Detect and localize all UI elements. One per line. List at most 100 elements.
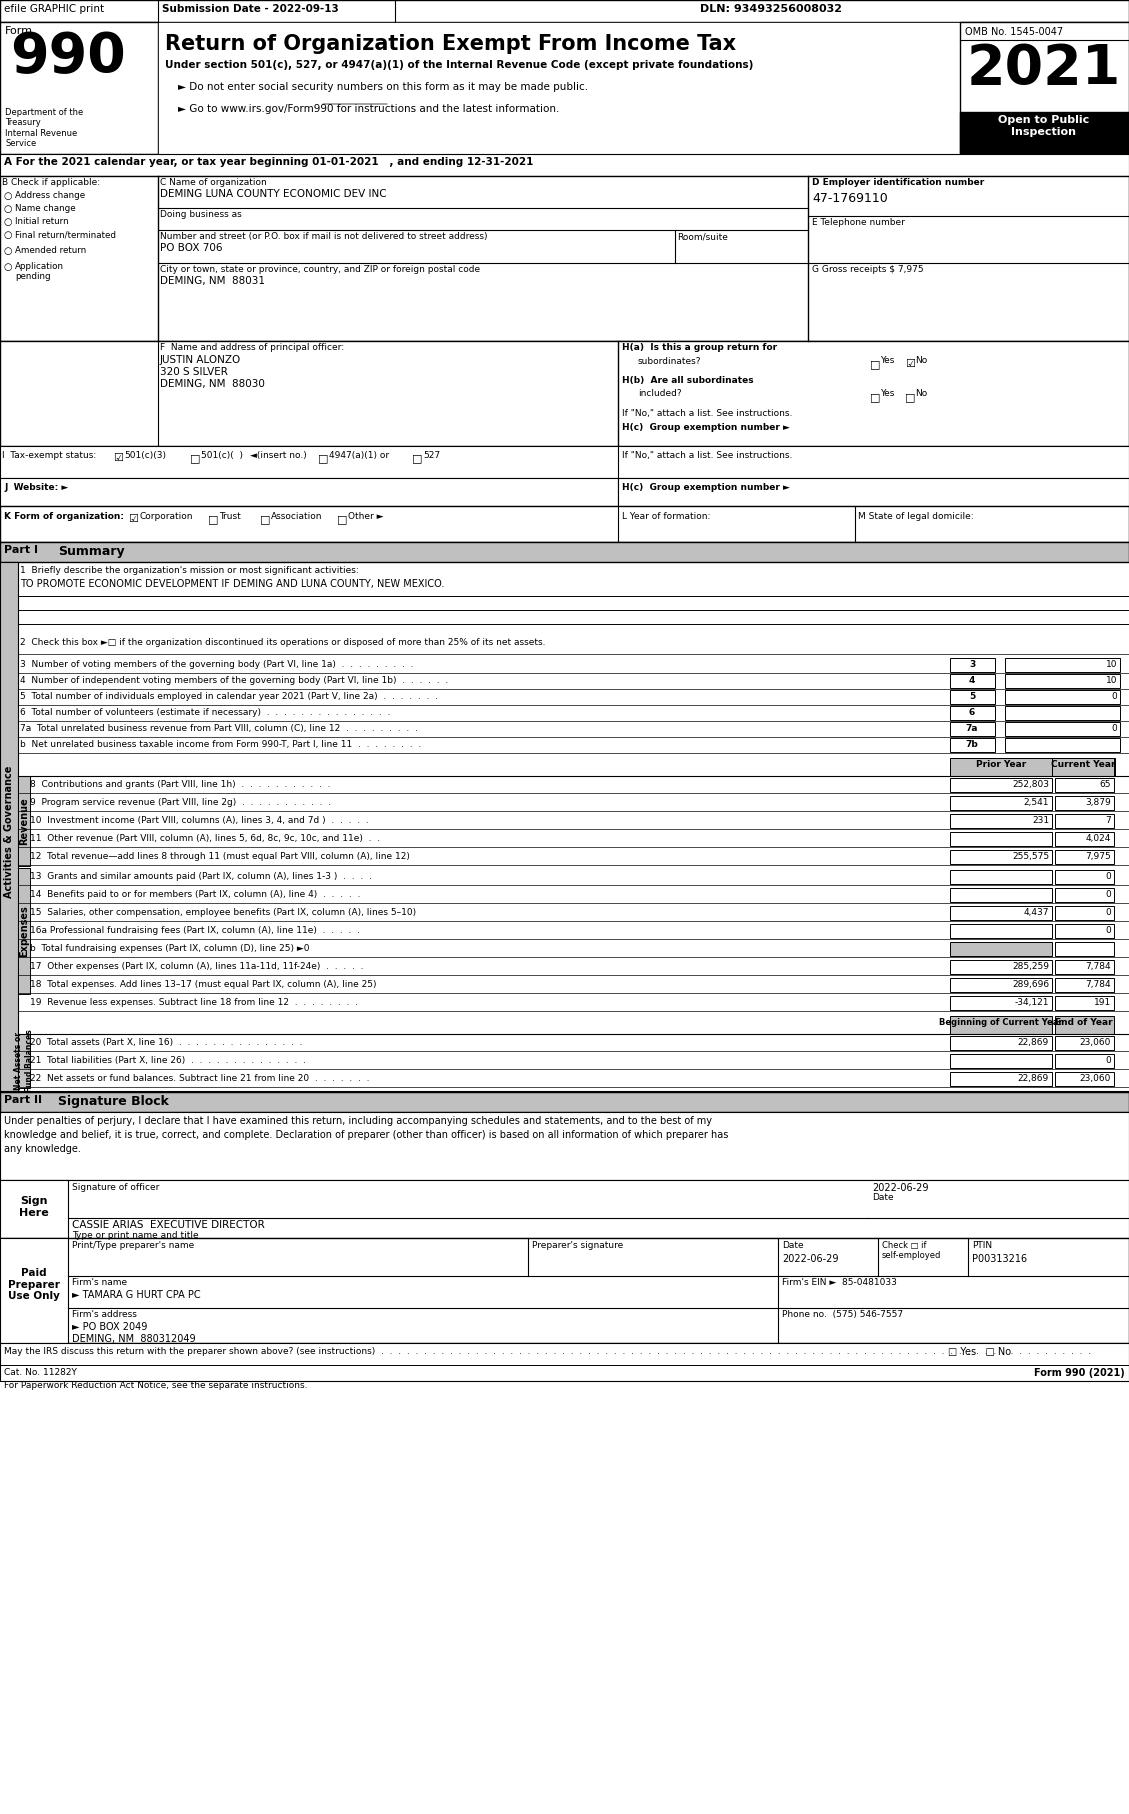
Text: JUSTIN ALONZO: JUSTIN ALONZO [160, 356, 242, 365]
Bar [949, 814, 1052, 827]
Text: 3,879: 3,879 [1085, 798, 1111, 807]
Text: DEMING, NM  880312049: DEMING, NM 880312049 [72, 1333, 195, 1344]
Text: ► Go to www.irs.gov/Form990 for instructions and the latest information.: ► Go to www.irs.gov/Form990 for instruct… [178, 103, 559, 114]
Bar [949, 851, 1052, 863]
Text: 21  Total liabilities (Part X, line 26)  .  .  .  .  .  .  .  .  .  .  .  .  .  : 21 Total liabilities (Part X, line 26) .… [30, 1056, 306, 1065]
Bar [1054, 1036, 1114, 1050]
Bar [0, 1179, 1129, 1237]
Text: 2,541: 2,541 [1024, 798, 1049, 807]
Text: Firm's name: Firm's name [72, 1279, 128, 1286]
Text: ○: ○ [5, 261, 12, 272]
Text: 2022-06-29: 2022-06-29 [782, 1253, 839, 1264]
Bar [949, 706, 995, 720]
Text: Association: Association [271, 512, 323, 521]
Text: Net Assets or
Fund Balances: Net Assets or Fund Balances [15, 1030, 34, 1092]
Bar [0, 22, 158, 154]
Text: G Gross receipts $ 7,975: G Gross receipts $ 7,975 [812, 265, 924, 274]
Text: 252,803: 252,803 [1012, 780, 1049, 789]
Text: 9  Program service revenue (Part VIII, line 2g)  .  .  .  .  .  .  .  .  .  .  .: 9 Program service revenue (Part VIII, li… [30, 798, 331, 807]
Text: 22  Net assets or fund balances. Subtract line 21 from line 20  .  .  .  .  .  .: 22 Net assets or fund balances. Subtract… [30, 1074, 369, 1083]
Text: Type or print name and title: Type or print name and title [72, 1232, 199, 1241]
Text: 13  Grants and similar amounts paid (Part IX, column (A), lines 1-3 )  .  .  .  : 13 Grants and similar amounts paid (Part… [30, 873, 371, 882]
Text: 6  Total number of volunteers (estimate if necessary)  .  .  .  .  .  .  .  .  .: 6 Total number of volunteers (estimate i… [20, 707, 391, 717]
Text: □ Yes   □ No: □ Yes □ No [948, 1348, 1012, 1357]
Text: 8  Contributions and grants (Part VIII, line 1h)  .  .  .  .  .  .  .  .  .  .  : 8 Contributions and grants (Part VIII, l… [30, 780, 331, 789]
Text: End of Year: End of Year [1056, 1018, 1113, 1027]
Bar [0, 154, 1129, 176]
Text: 231: 231 [1032, 816, 1049, 825]
Bar [1054, 905, 1114, 920]
Bar [949, 960, 1052, 974]
Text: □: □ [260, 513, 271, 524]
Text: A For the 2021 calendar year, or tax year beginning 01-01-2021   , and ending 12: A For the 2021 calendar year, or tax yea… [5, 158, 533, 167]
Text: Final return/terminated: Final return/terminated [15, 230, 116, 239]
Text: 501(c)(3): 501(c)(3) [124, 452, 166, 461]
Text: Part II: Part II [5, 1096, 42, 1105]
Text: included?: included? [638, 388, 682, 397]
Text: Department of the
Treasury
Internal Revenue
Service: Department of the Treasury Internal Reve… [5, 109, 84, 149]
Text: Revenue: Revenue [19, 796, 29, 845]
Text: If "No," attach a list. See instructions.: If "No," attach a list. See instructions… [622, 452, 793, 461]
Bar [949, 996, 1052, 1010]
Bar [0, 506, 1129, 542]
Text: Return of Organization Exempt From Income Tax: Return of Organization Exempt From Incom… [165, 34, 736, 54]
Text: Yes: Yes [879, 388, 894, 397]
Text: 12  Total revenue—add lines 8 through 11 (must equal Part VIII, column (A), line: 12 Total revenue—add lines 8 through 11 … [30, 853, 410, 862]
Text: TO PROMOTE ECONOMIC DEVELOPMENT IF DEMING AND LUNA COUNTY, NEW MEXICO.: TO PROMOTE ECONOMIC DEVELOPMENT IF DEMIN… [20, 579, 445, 590]
Bar [18, 776, 30, 865]
Text: 5  Total number of individuals employed in calendar year 2021 (Part V, line 2a) : 5 Total number of individuals employed i… [20, 691, 438, 700]
Text: □: □ [190, 454, 201, 463]
Text: 990: 990 [10, 31, 125, 83]
Text: K Form of organization:: K Form of organization: [5, 512, 124, 521]
Text: 19  Revenue less expenses. Subtract line 18 from line 12  .  .  .  .  .  .  .  .: 19 Revenue less expenses. Subtract line … [30, 998, 358, 1007]
Text: any knowledge.: any knowledge. [5, 1145, 81, 1154]
Text: 2  Check this box ►□ if the organization discontinued its operations or disposed: 2 Check this box ►□ if the organization … [20, 639, 545, 648]
Text: 23,060: 23,060 [1079, 1074, 1111, 1083]
Bar [1054, 923, 1114, 938]
Bar [18, 1034, 30, 1088]
Text: 10: 10 [1105, 660, 1117, 669]
Text: Room/suite: Room/suite [677, 232, 728, 241]
Text: PO BOX 706: PO BOX 706 [160, 243, 222, 252]
Text: Check □ if
self-employed: Check □ if self-employed [882, 1241, 942, 1261]
Text: □: □ [208, 513, 219, 524]
Text: 289,696: 289,696 [1012, 980, 1049, 989]
Bar [1054, 889, 1114, 902]
Text: Date: Date [872, 1194, 894, 1203]
Text: 285,259: 285,259 [1012, 961, 1049, 970]
Bar [0, 0, 1129, 22]
Text: 4: 4 [969, 677, 975, 686]
Text: H(c)  Group exemption number ►: H(c) Group exemption number ► [622, 483, 790, 492]
Bar [18, 869, 30, 994]
Text: efile GRAPHIC print: efile GRAPHIC print [5, 4, 104, 15]
Text: PTIN: PTIN [972, 1241, 992, 1250]
Bar [949, 778, 1052, 793]
Text: Expenses: Expenses [19, 905, 29, 956]
Text: C Name of organization: C Name of organization [160, 178, 266, 187]
Bar [1005, 722, 1120, 736]
Text: 7,975: 7,975 [1085, 853, 1111, 862]
Text: ○: ○ [5, 218, 12, 227]
Text: 1  Briefly describe the organization's mission or most significant activities:: 1 Briefly describe the organization's mi… [20, 566, 359, 575]
Bar [1054, 941, 1114, 956]
Text: 2021: 2021 [966, 42, 1121, 96]
Bar [949, 889, 1052, 902]
Text: 7: 7 [1105, 816, 1111, 825]
Bar [0, 446, 1129, 479]
Bar [158, 22, 960, 154]
Bar [949, 905, 1052, 920]
Text: subordinates?: subordinates? [638, 357, 701, 366]
Bar [949, 722, 995, 736]
Text: H(a)  Is this a group return for: H(a) Is this a group return for [622, 343, 777, 352]
Bar [0, 1179, 68, 1237]
Text: 0: 0 [1105, 1056, 1111, 1065]
Text: Paid
Preparer
Use Only: Paid Preparer Use Only [8, 1268, 60, 1301]
Text: -34,121: -34,121 [1015, 998, 1049, 1007]
Text: Submission Date - 2022-09-13: Submission Date - 2022-09-13 [161, 4, 339, 15]
Text: Address change: Address change [15, 190, 85, 200]
Text: Current Year: Current Year [1051, 760, 1115, 769]
Text: 18  Total expenses. Add lines 13–17 (must equal Part IX, column (A), line 25): 18 Total expenses. Add lines 13–17 (must… [30, 980, 376, 989]
Text: 7,784: 7,784 [1085, 980, 1111, 989]
Text: 10  Investment income (Part VIII, columns (A), lines 3, 4, and 7d )  .  .  .  . : 10 Investment income (Part VIII, columns… [30, 816, 369, 825]
Text: B Check if applicable:: B Check if applicable: [2, 178, 100, 187]
